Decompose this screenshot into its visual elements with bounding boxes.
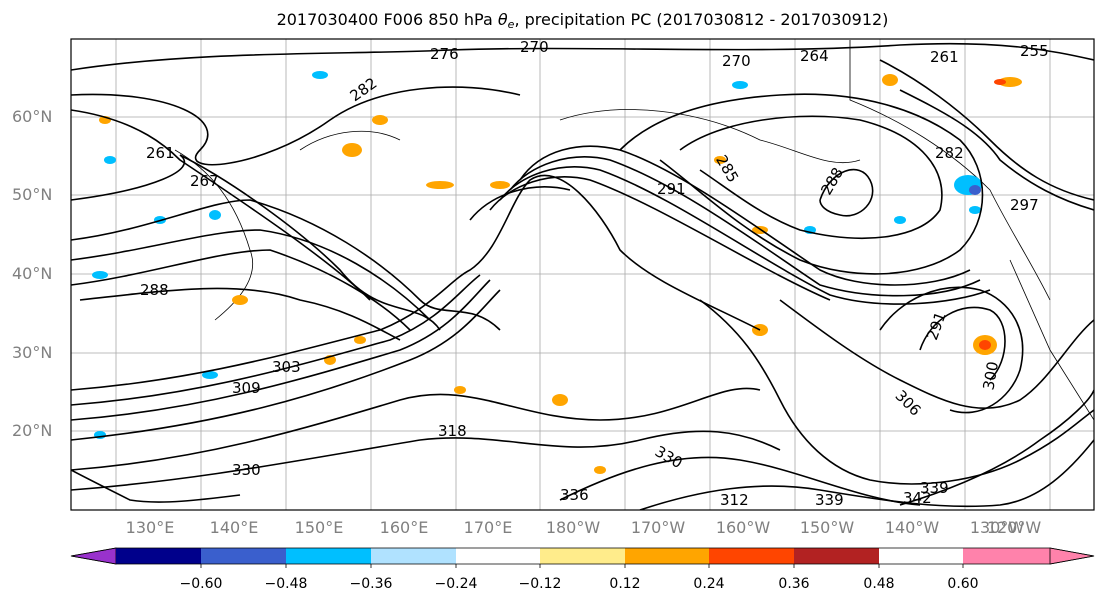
contour-label: 339 [920, 479, 949, 497]
colorbar-segment [794, 548, 879, 564]
contour-label: 297 [1010, 196, 1039, 214]
coastlines [174, 40, 1094, 421]
colorbar-segment [116, 548, 201, 564]
contour-label: 303 [272, 358, 301, 376]
contour-label: 342 [903, 489, 932, 507]
contour-labels: 276 270 270 264 261 255 282 261 267 291 … [140, 38, 1049, 509]
colorbar-extend-low [70, 547, 117, 565]
precip-shading [92, 71, 1022, 474]
lon-label: 160°W [715, 518, 771, 537]
colorbar-tick: 0.36 [778, 576, 810, 592]
contour-label: 330 [652, 442, 686, 472]
contour-label: 300 [979, 360, 1002, 391]
colorbar-tick: −0.36 [349, 576, 393, 592]
lat-label-30n: 30°N [12, 343, 53, 362]
lon-label: 180°W [545, 518, 601, 537]
lon-label: 140°W [884, 518, 940, 537]
colorbar-tick: 0.24 [693, 576, 725, 592]
contour-label: 306 [892, 387, 925, 420]
map-frame [70, 38, 1095, 511]
contour-label: 270 [520, 38, 549, 56]
lon-label: 160°E [379, 518, 429, 537]
colorbar-tick: 0.12 [609, 576, 641, 592]
contour-label: 261 [146, 144, 175, 162]
graticule [71, 39, 1094, 510]
contour-label: 276 [430, 45, 459, 63]
contour-label: 291 [923, 309, 950, 342]
colorbar-extend-high [1049, 547, 1095, 565]
contour-label: 267 [190, 172, 219, 190]
colorbar-segment [963, 548, 1050, 564]
lat-label-20n: 20°N [12, 421, 53, 440]
colorbar-segment [625, 548, 709, 564]
colorbar-outline [70, 547, 1095, 565]
lon-label: 140°E [209, 518, 259, 537]
lon-label: 120°W [986, 518, 1042, 537]
lon-label: 150°W [799, 518, 855, 537]
contour-label: 282 [935, 144, 964, 162]
colorbar-tick: −0.48 [264, 576, 308, 592]
colorbar-tick: 0.60 [947, 576, 979, 592]
colorbar [70, 547, 1095, 568]
map-area: 276 270 270 264 261 255 282 261 267 291 … [71, 38, 1094, 510]
colorbar-segment [456, 548, 540, 564]
colorbar-tick: −0.24 [434, 576, 478, 592]
contour-label: 336 [560, 486, 589, 504]
contour-label: 288 [817, 164, 847, 198]
colorbar-tick: 0.48 [863, 576, 895, 592]
contour-label: 339 [815, 491, 844, 509]
colorbar-segment [286, 548, 371, 564]
lon-label: 150°E [294, 518, 344, 537]
contour-label: 312 [720, 491, 749, 509]
colorbar-segment [371, 548, 456, 564]
contour-label: 291 [657, 180, 686, 198]
lon-label: 170°W [630, 518, 686, 537]
colorbar-tick: −0.12 [518, 576, 562, 592]
contour-label: 264 [800, 47, 829, 65]
contour-label: 270 [722, 52, 751, 70]
colorbar-segment [201, 548, 286, 564]
lon-label: 130°E [125, 518, 175, 537]
contour-label: 261 [930, 48, 959, 66]
lat-label-50n: 50°N [12, 185, 53, 204]
lon-label: 130°W [969, 518, 1025, 537]
colorbar-tick: −0.60 [179, 576, 223, 592]
contour-label: 309 [232, 379, 261, 397]
map-title: 2017030400 F006 850 hPa θe, precipitatio… [276, 10, 889, 31]
lat-label-40n: 40°N [12, 264, 53, 283]
lon-label: 170°E [463, 518, 513, 537]
contour-label: 330 [232, 461, 261, 479]
colorbar-segment [540, 548, 625, 564]
contour-label: 318 [438, 422, 467, 440]
colorbar-segment [709, 548, 794, 564]
lat-label-60n: 60°N [12, 107, 53, 126]
theta-e-contours [71, 42, 1094, 510]
contour-label: 255 [1020, 42, 1049, 60]
contour-label: 288 [140, 281, 169, 299]
contour-label: 282 [347, 74, 381, 105]
